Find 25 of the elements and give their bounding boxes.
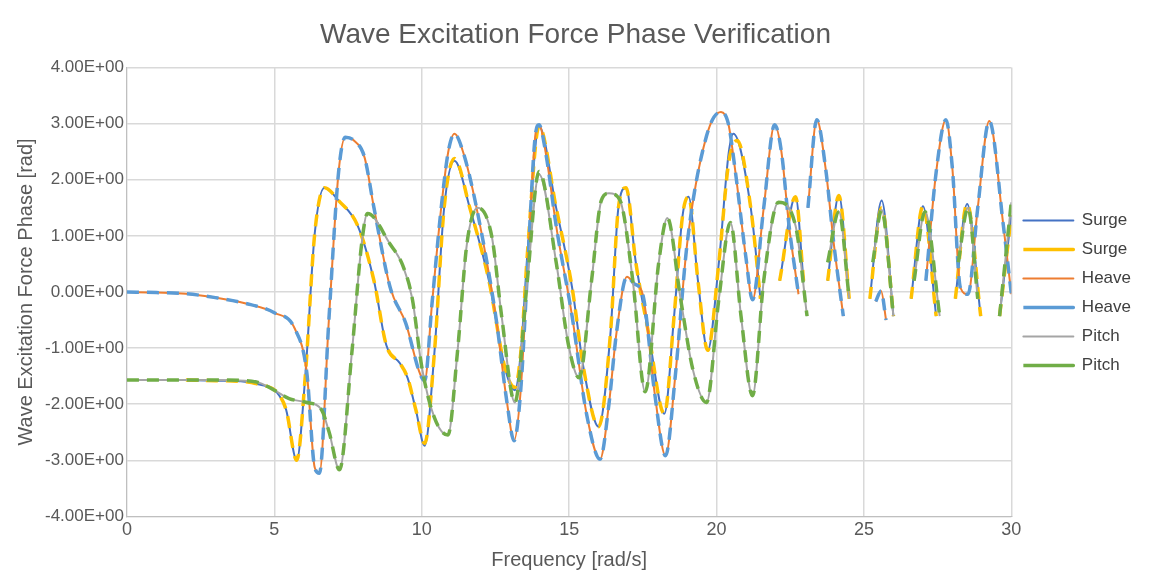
y-tick-label: -4.00E+00 <box>44 506 124 526</box>
x-tick-label: 0 <box>121 519 132 540</box>
x-tick-label: 25 <box>853 519 874 540</box>
y-tick-label: 3.00E+00 <box>50 113 124 133</box>
x-tick-label: 5 <box>269 519 280 540</box>
x-tick-label: 30 <box>1001 519 1022 540</box>
legend-label: Pitch <box>1081 355 1120 375</box>
legend-label: Surge <box>1081 239 1128 259</box>
x-tick-label: 15 <box>559 519 580 540</box>
legend-label: Pitch <box>1081 326 1120 346</box>
y-tick-label: 4.00E+00 <box>50 57 124 77</box>
x-tick-label: 20 <box>706 519 727 540</box>
y-tick-label: 0.00E+00 <box>50 281 124 301</box>
y-tick-label: 2.00E+00 <box>50 169 124 189</box>
chart-title: Wave Excitation Force Phase Verification <box>320 17 831 49</box>
y-tick-label: -3.00E+00 <box>44 449 124 469</box>
x-tick-label: 10 <box>411 519 432 540</box>
x-axis-title: Frequency [rad/s] <box>491 547 647 570</box>
legend-label: Heave <box>1081 297 1131 317</box>
y-tick-label: -1.00E+00 <box>44 337 124 357</box>
y-axis-title: Wave Excitation Force Phase [rad] <box>13 138 36 446</box>
y-tick-label: 1.00E+00 <box>50 225 124 245</box>
legend-label: Heave <box>1081 268 1131 288</box>
legend-label: Surge <box>1081 210 1128 230</box>
y-tick-label: -2.00E+00 <box>44 393 124 413</box>
